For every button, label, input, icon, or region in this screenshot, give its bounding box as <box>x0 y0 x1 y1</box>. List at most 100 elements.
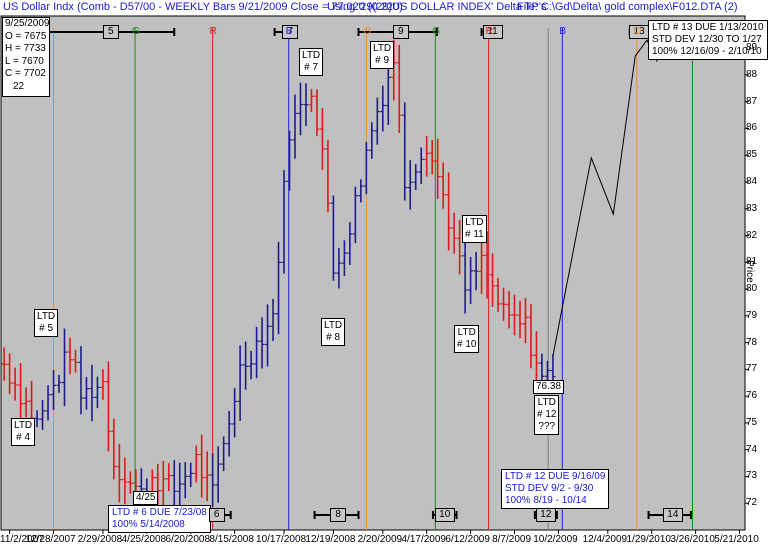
plot-area <box>0 15 746 531</box>
price-bar <box>435 138 441 200</box>
price-bar <box>457 219 463 275</box>
price-bar <box>429 139 435 175</box>
price-bar <box>199 434 205 498</box>
ltd-7-label: LTD # 7 <box>299 48 324 76</box>
price-bar <box>413 164 419 191</box>
y-tick-label: 72 <box>746 497 758 509</box>
cycle-letter: R <box>209 26 217 37</box>
x-tick-label: 1/29/2010 <box>626 534 672 545</box>
cycle-number: 12 <box>535 508 556 522</box>
y-tick-label: 74 <box>746 443 758 455</box>
price-bar <box>171 460 177 507</box>
price-bar <box>89 364 95 422</box>
price-bar <box>533 331 539 387</box>
price-bar <box>116 443 122 503</box>
x-tick-label: 12/19/2008 <box>305 534 356 545</box>
price-bar <box>473 251 479 291</box>
y-tick-label: 75 <box>746 416 758 428</box>
y-tick-label: 78 <box>746 336 758 348</box>
ohlc-date: 9/25/2009 <box>5 18 50 29</box>
price-bar <box>78 346 84 415</box>
price-bar <box>210 453 216 507</box>
price-bar <box>385 57 391 126</box>
price-bar <box>248 350 254 380</box>
x-tick-label: 3/26/2010 <box>670 534 715 545</box>
y-tick-label: 86 <box>746 122 758 134</box>
x-tick-label: 12/4/2009 <box>582 534 628 545</box>
price-bar <box>451 212 457 254</box>
ltd-5-label: LTD # 5 <box>34 309 59 337</box>
ohlc-high: H = 7733 <box>5 43 46 54</box>
price-bar <box>215 446 221 503</box>
y-tick-label: 85 <box>746 149 758 161</box>
price-bar <box>314 89 320 137</box>
cycle-letter: B <box>285 26 293 37</box>
y-tick-label: 73 <box>746 470 758 482</box>
price-bar <box>512 294 518 336</box>
price-bar <box>358 179 364 203</box>
price-bar <box>100 369 106 400</box>
price-bar <box>418 147 424 184</box>
ohlc-readout: 9/25/2009 O = 7675 H = 7733 L = 7670 C =… <box>2 17 50 97</box>
cycle-number: 6 <box>208 508 225 522</box>
x-tick-label: 11/2/2007 <box>0 534 44 545</box>
x-tick-label: 12/28/2007 <box>25 534 76 545</box>
price-bar <box>528 304 534 369</box>
cycle-number: 7 <box>282 25 299 39</box>
price-bar <box>380 85 386 132</box>
price-bar <box>325 139 331 213</box>
cycle-number: 9 <box>392 25 409 39</box>
y-tick-label: 89 <box>746 42 758 54</box>
price-bar <box>506 290 512 329</box>
x-tick-label: 4/25/2008 <box>121 534 167 545</box>
price-bar <box>440 162 446 209</box>
cycle-letter: O <box>363 26 372 37</box>
y-tick-label: 84 <box>746 175 758 187</box>
ltd-8-label: LTD # 8 <box>321 318 346 346</box>
x-tick-label: 10/2/2009 <box>533 534 578 545</box>
price-bar <box>94 376 100 409</box>
price-bar <box>369 122 375 159</box>
price-bar <box>336 247 342 289</box>
price-bar <box>522 298 528 344</box>
price-bar <box>221 436 227 472</box>
ltd-6-info: LTD # 6 DUE 7/23/08 100% 5/14/2008 <box>108 505 211 533</box>
price-bar <box>352 186 358 244</box>
price-bar <box>402 102 408 201</box>
last-low-label: 76.38 <box>533 380 565 394</box>
ohlc-bar-count: 22 <box>13 80 25 92</box>
price-bar <box>347 222 353 266</box>
cycle-lines <box>53 28 693 530</box>
price-bar <box>182 461 188 499</box>
price-bar <box>45 385 51 421</box>
ltd-12-info: LTD # 12 DUE 9/16/09 STD DEV 9/2 - 9/30 10… <box>501 469 610 509</box>
chart-title: US Dollar Indx (Comb - D57/00 - WEEKLY B… <box>3 1 403 13</box>
price-bar <box>166 463 172 492</box>
ltd-12-label: LTD # 12??? <box>534 395 560 435</box>
y-tick-label: 79 <box>746 309 758 321</box>
x-tick-label: 2/29/2008 <box>77 534 123 545</box>
cycle-letter: R <box>485 26 493 37</box>
x-tick-label: 5/21/2010 <box>714 534 759 545</box>
price-bar <box>495 277 501 312</box>
price-bar <box>188 462 194 488</box>
price-bar <box>127 471 133 494</box>
y-tick-label: 77 <box>746 363 758 375</box>
y-tick-label: 82 <box>746 229 758 241</box>
price-bar <box>226 411 232 457</box>
price-bar <box>237 345 243 421</box>
price-bar <box>67 337 73 375</box>
price-bar <box>341 240 347 277</box>
price-bar <box>446 172 452 251</box>
cycle-number: 11 <box>482 25 503 39</box>
price-bar <box>62 328 68 407</box>
price-bar <box>12 367 18 401</box>
cycle-letter: G <box>132 26 140 37</box>
y-tick-label: 81 <box>746 256 758 268</box>
ohlc-bars <box>1 39 556 513</box>
price-bar <box>407 160 413 210</box>
price-bar <box>303 83 309 126</box>
price-bar <box>160 460 166 509</box>
price-bar <box>308 88 314 113</box>
y-axis-label: Price <box>744 260 755 283</box>
